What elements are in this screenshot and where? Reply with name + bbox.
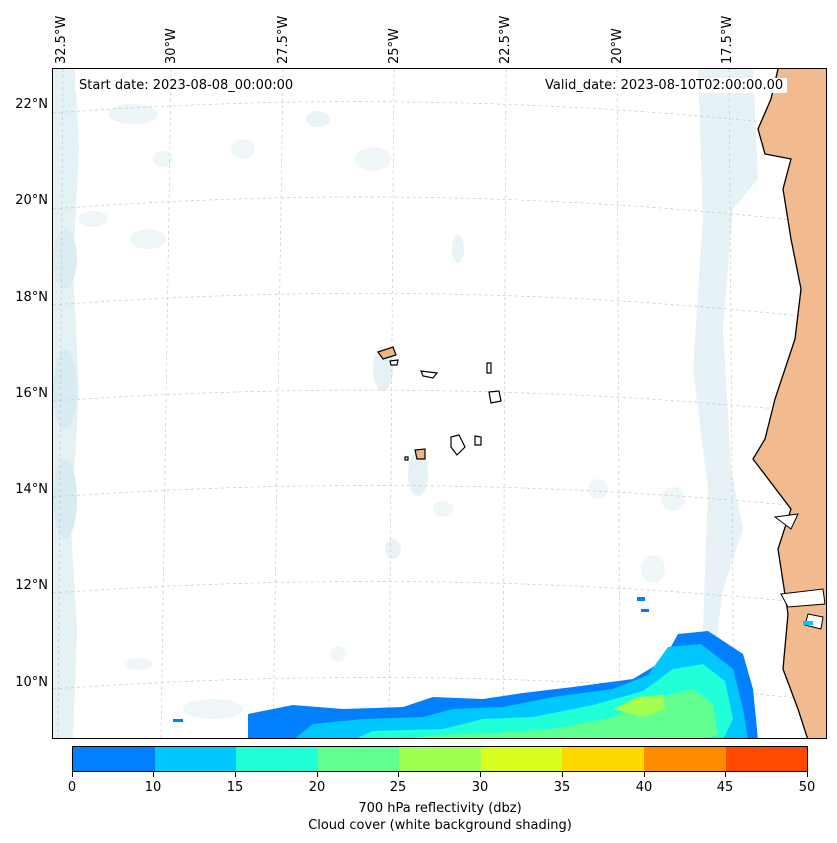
colorbar-segment — [154, 747, 237, 771]
lon-label-32-5w: 32.5°W — [54, 15, 69, 64]
colorbar-segment — [725, 747, 808, 771]
lat-label-16n: 16°N — [15, 386, 48, 401]
colorbar-tick-label: 25 — [389, 780, 407, 795]
colorbar-tick — [317, 772, 318, 777]
colorbar-tick-label: 15 — [226, 780, 244, 795]
colorbar-tick-label: 45 — [716, 780, 734, 795]
colorbar-tick — [725, 772, 726, 777]
colorbar-segment — [562, 747, 644, 771]
lat-label-10n: 10°N — [15, 675, 48, 690]
graticule — [53, 69, 826, 738]
colorbar-tick — [644, 772, 645, 777]
colorbar-tick — [235, 772, 236, 777]
colorbar-tick-label: 10 — [144, 780, 162, 795]
valid-date-label: Valid_date: 2023-08-10T02:00:00.00 — [541, 78, 788, 93]
lat-label-22n: 22°N — [15, 97, 48, 112]
colorbar-subtitle: Cloud cover (white background shading) — [308, 818, 572, 833]
reflectivity-field — [173, 597, 813, 738]
colorbar-tick-label: 40 — [635, 780, 653, 795]
colorbar-tick — [398, 772, 399, 777]
colorbar-tick-label: 30 — [471, 780, 489, 795]
colorbar-segment — [236, 747, 318, 771]
cloud-cover-shading — [53, 69, 758, 738]
colorbar-segment — [399, 747, 481, 771]
colorbar-segment — [317, 747, 400, 771]
lon-label-17-5w: 17.5°W — [720, 15, 735, 64]
colorbar-tick — [153, 772, 154, 777]
map-panel[interactable]: Start date: 2023-08-08_00:00:00 Valid_da… — [52, 68, 827, 739]
lon-label-25w: 25°W — [387, 28, 402, 64]
colorbar-tick-label: 0 — [67, 780, 77, 795]
colorbar-segment — [480, 747, 563, 771]
colorbar-tick-label: 20 — [308, 780, 326, 795]
lat-label-12n: 12°N — [15, 578, 48, 593]
lon-label-22-5w: 22.5°W — [498, 15, 513, 64]
cape-verde-islands — [377, 346, 502, 461]
colorbar-tick-label: 35 — [553, 780, 571, 795]
colorbar-tick — [562, 772, 563, 777]
start-date-label: Start date: 2023-08-08_00:00:00 — [75, 78, 298, 93]
lon-label-27-5w: 27.5°W — [276, 15, 291, 64]
colorbar-tick — [807, 772, 808, 777]
lat-label-18n: 18°N — [15, 290, 48, 305]
lat-label-20n: 20°N — [15, 193, 48, 208]
map-canvas — [53, 69, 826, 738]
lon-label-20w: 20°W — [610, 28, 625, 64]
colorbar-tick-label: 50 — [798, 780, 816, 795]
lat-label-14n: 14°N — [15, 482, 48, 497]
lon-label-30w: 30°W — [164, 28, 179, 64]
colorbar-title: 700 hPa reflectivity (dbz) — [358, 801, 522, 816]
colorbar — [72, 746, 808, 772]
colorbar-segment — [643, 747, 726, 771]
colorbar-segment — [73, 747, 155, 771]
colorbar-tick — [72, 772, 73, 777]
africa-coast — [752, 69, 826, 738]
colorbar-tick — [480, 772, 481, 777]
